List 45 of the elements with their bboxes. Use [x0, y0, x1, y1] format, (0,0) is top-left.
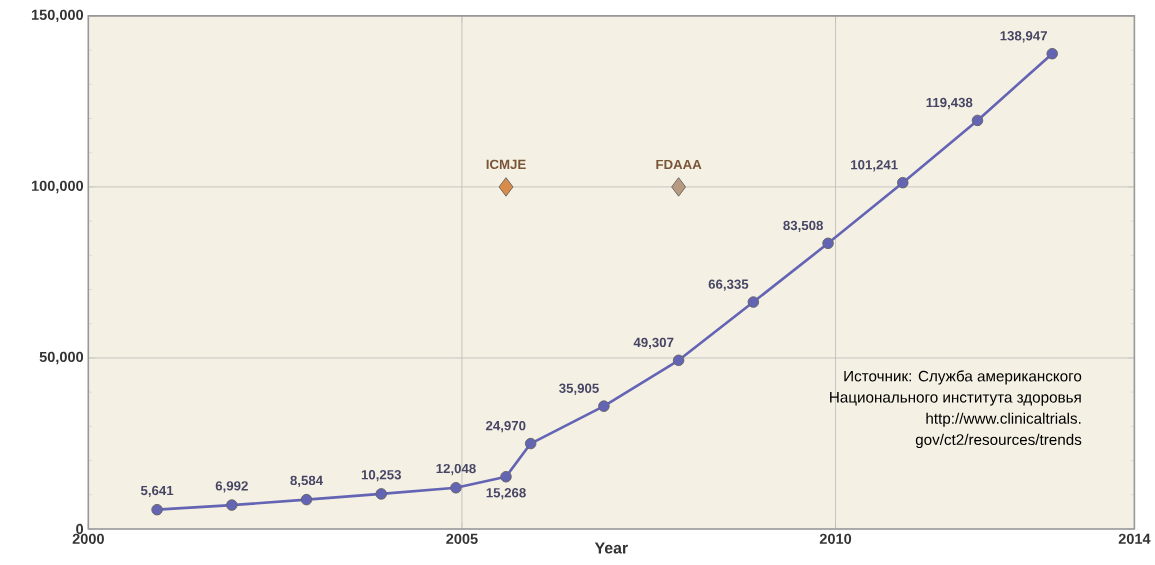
- annotation: Национального института здоровья: [830, 392, 1081, 406]
- data-label: 101,241: [851, 160, 898, 172]
- x-tick-label: 2014: [1118, 533, 1151, 545]
- y-tick-label: 100,000: [31, 180, 84, 194]
- data-label: 10,253: [361, 470, 401, 482]
- data-label: 49,307: [633, 337, 674, 350]
- x-tick-label: 2000: [72, 533, 104, 545]
- point: [375, 488, 387, 500]
- point: [672, 354, 685, 367]
- point: [822, 237, 834, 250]
- y-tick-label: 50,000: [39, 351, 84, 365]
- series-label: FDAAA: [656, 160, 702, 170]
- x-tick-label: 2010: [819, 533, 852, 545]
- data-label: 12,048: [436, 464, 476, 476]
- x-tick-label: 2005: [446, 533, 478, 545]
- point: [897, 177, 909, 189]
- annotation: gov/ct2/resources/trends: [915, 433, 1082, 449]
- x-axis-title: Year: [594, 542, 628, 554]
- data-label: 119,438: [926, 97, 973, 110]
- data-label: 5,641: [140, 485, 174, 498]
- point: [500, 471, 512, 483]
- data-label: 35,905: [559, 383, 599, 396]
- point: [226, 499, 238, 511]
- data-label: 66,335: [708, 279, 749, 291]
- point: [524, 437, 537, 450]
- point: [747, 296, 760, 308]
- point: [450, 482, 462, 494]
- series-label: ICMJE: [486, 159, 526, 170]
- data-label: 8,584: [290, 475, 323, 488]
- point: [598, 400, 610, 413]
- y-tick-label: 0: [76, 523, 84, 535]
- data-label: 83,508: [783, 220, 823, 233]
- y-tick-label: 150,000: [31, 9, 84, 23]
- point: [300, 494, 313, 506]
- point: [671, 177, 687, 197]
- point: [151, 504, 163, 516]
- annotation: Источник: Служба американского: [844, 370, 1082, 385]
- annotation: http://www.clinicaltrials.: [926, 412, 1081, 427]
- data-label: 15,268: [486, 488, 526, 500]
- data-label: 6,992: [215, 481, 248, 493]
- data-label: 138,947: [1000, 31, 1047, 43]
- point: [1046, 48, 1058, 60]
- data-label: 24,970: [485, 421, 526, 433]
- point: [498, 177, 514, 197]
- point: [971, 114, 984, 127]
